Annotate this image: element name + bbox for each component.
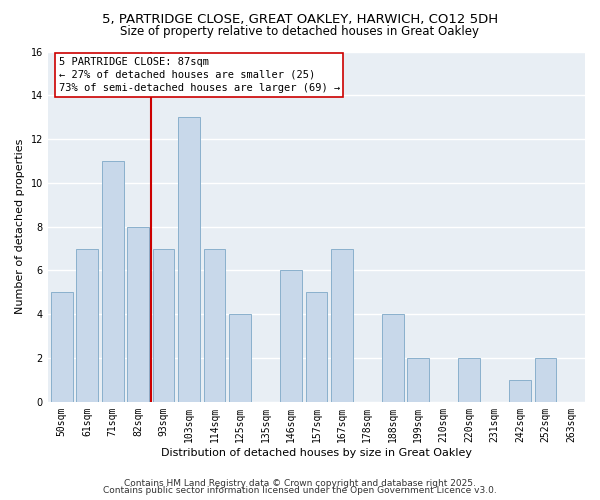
- Bar: [178, 117, 200, 402]
- Bar: [407, 358, 429, 402]
- Bar: [229, 314, 251, 402]
- Text: Size of property relative to detached houses in Great Oakley: Size of property relative to detached ho…: [121, 25, 479, 38]
- Text: Contains public sector information licensed under the Open Government Licence v3: Contains public sector information licen…: [103, 486, 497, 495]
- Bar: [535, 358, 556, 402]
- Bar: [382, 314, 404, 402]
- Bar: [458, 358, 480, 402]
- Bar: [76, 248, 98, 402]
- Text: 5 PARTRIDGE CLOSE: 87sqm
← 27% of detached houses are smaller (25)
73% of semi-d: 5 PARTRIDGE CLOSE: 87sqm ← 27% of detach…: [59, 57, 340, 93]
- Y-axis label: Number of detached properties: Number of detached properties: [15, 139, 25, 314]
- Bar: [153, 248, 175, 402]
- Bar: [204, 248, 226, 402]
- Bar: [509, 380, 531, 402]
- Bar: [305, 292, 327, 402]
- Bar: [127, 226, 149, 402]
- X-axis label: Distribution of detached houses by size in Great Oakley: Distribution of detached houses by size …: [161, 448, 472, 458]
- Bar: [51, 292, 73, 402]
- Bar: [331, 248, 353, 402]
- Bar: [280, 270, 302, 402]
- Text: Contains HM Land Registry data © Crown copyright and database right 2025.: Contains HM Land Registry data © Crown c…: [124, 478, 476, 488]
- Text: 5, PARTRIDGE CLOSE, GREAT OAKLEY, HARWICH, CO12 5DH: 5, PARTRIDGE CLOSE, GREAT OAKLEY, HARWIC…: [102, 12, 498, 26]
- Bar: [102, 161, 124, 402]
